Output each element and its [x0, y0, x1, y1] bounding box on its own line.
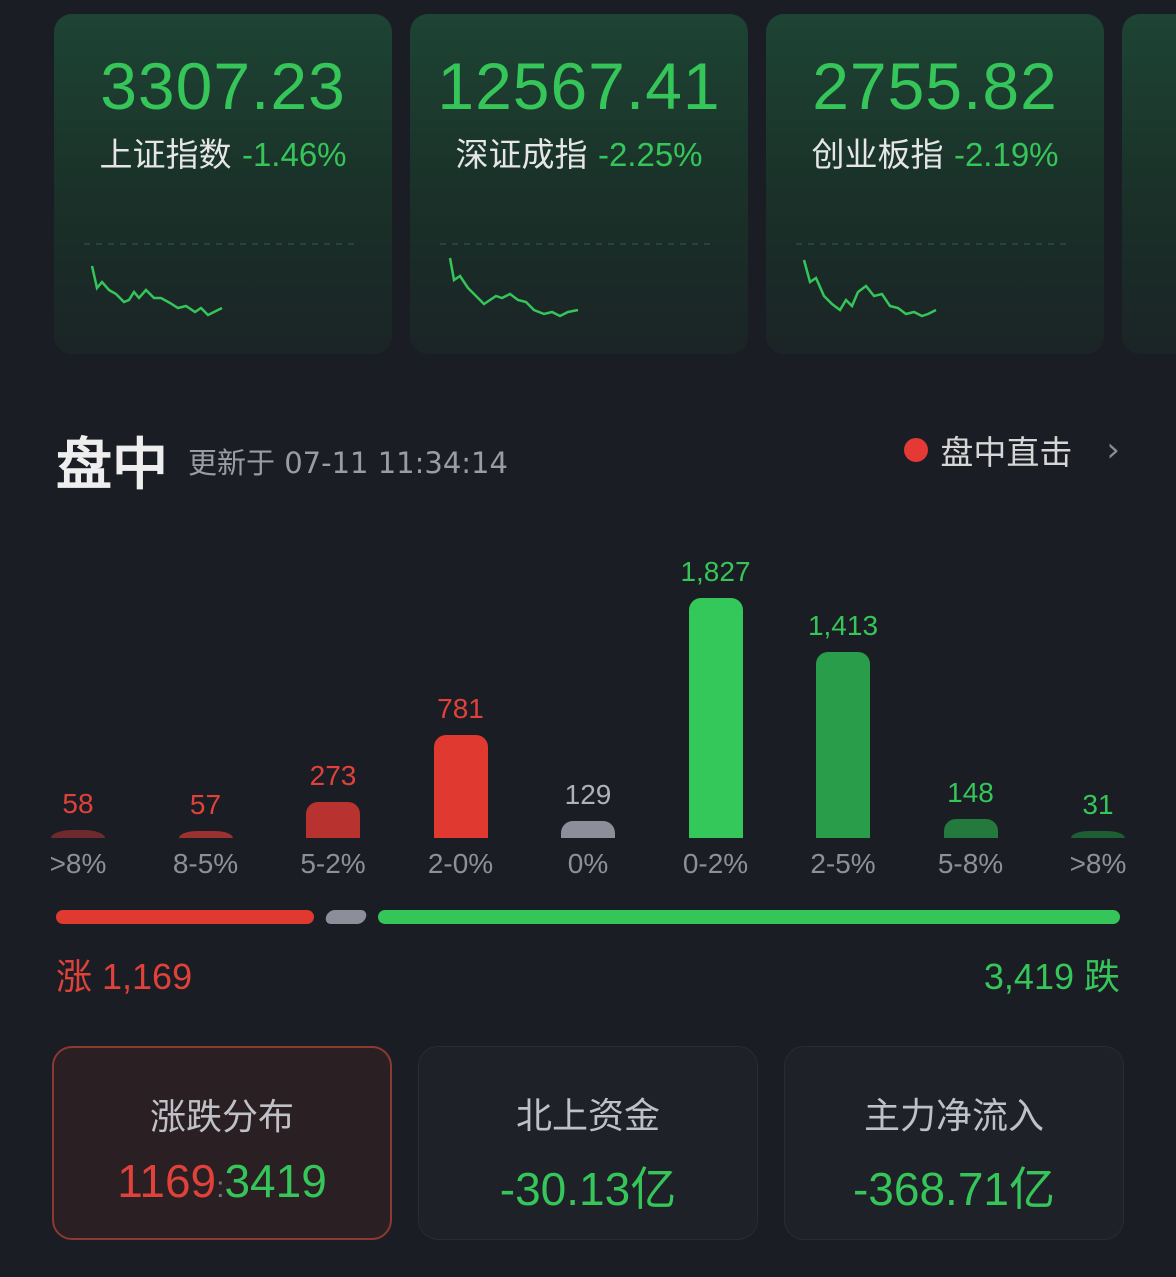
- up-ratio-bar: [56, 910, 314, 924]
- stat-down: 3419: [224, 1155, 327, 1207]
- index-change: -2.19%: [953, 136, 1059, 173]
- stat-title: 主力净流入: [863, 1096, 1044, 1137]
- stat-sep: :: [216, 1171, 225, 1204]
- index-value: 12567.41: [437, 49, 721, 123]
- index-change: -1.46%: [241, 136, 347, 173]
- index-value: 3307.23: [100, 49, 346, 123]
- index-change: -2.25%: [597, 136, 703, 173]
- stat-title: 涨跌分布: [149, 1097, 294, 1138]
- live-link[interactable]: 盘中直击 ›: [904, 426, 1120, 474]
- sparkline: [796, 243, 1066, 318]
- bar: [1071, 831, 1125, 838]
- live-label: 盘中直击: [940, 433, 1073, 472]
- bar: [943, 818, 998, 838]
- bar: [433, 735, 488, 838]
- stat-up-down-distribution[interactable]: 涨跌分布 1169:3419: [52, 1046, 392, 1240]
- bar: [561, 821, 615, 838]
- bar: [306, 802, 360, 838]
- bar-value-label: 31: [1082, 789, 1114, 820]
- flat-ratio-bar: [323, 910, 368, 924]
- index-card-partial[interactable]: [1122, 14, 1176, 354]
- sparkline: [84, 243, 354, 317]
- bar: [688, 598, 743, 838]
- index-name: 上证指数: [99, 135, 232, 174]
- bar-value-label: 1,413: [807, 610, 879, 642]
- index-card-sse[interactable]: 3307.23 上证指数 -1.46%: [54, 14, 392, 354]
- category-label: 2-0%: [427, 848, 494, 879]
- index-card-szse[interactable]: 12567.41 深证成指 -2.25%: [410, 14, 748, 354]
- stat-main-inflow[interactable]: 主力净流入 -368.71亿: [784, 1046, 1124, 1240]
- down-ratio-bar: [377, 910, 1120, 924]
- bar-value-label: 129: [564, 779, 612, 811]
- stat-value: -368.71亿: [852, 1163, 1055, 1215]
- bar-value-label: 273: [309, 760, 357, 792]
- bar: [816, 652, 870, 838]
- stat-northbound[interactable]: 北上资金 -30.13亿: [418, 1046, 758, 1240]
- up-count: 涨 1,169: [56, 956, 193, 997]
- category-label: 8-5%: [172, 848, 239, 879]
- bar-value-label: 58: [62, 788, 94, 820]
- update-time: 更新于 07-11 11:34:14: [188, 446, 508, 480]
- section-title: 盘中: [56, 433, 168, 498]
- bar-value-label: 148: [947, 776, 994, 808]
- live-dot-icon: [904, 438, 929, 462]
- chevron-right-icon: ›: [1106, 430, 1120, 470]
- category-label: >8%: [49, 848, 107, 879]
- sparkline: [440, 243, 710, 318]
- category-label: 0-2%: [682, 848, 749, 879]
- category-label: >8%: [1069, 848, 1127, 879]
- bar-value-label: 1,827: [680, 556, 751, 587]
- bar-value-label: 57: [189, 788, 222, 820]
- category-label: 5-2%: [300, 848, 366, 879]
- index-value: 2755.82: [812, 49, 1058, 123]
- index-card-chinext[interactable]: 2755.82 创业板指 -2.19%: [766, 14, 1104, 354]
- down-count: 3,419 跌: [983, 956, 1120, 997]
- category-label: 2-5%: [810, 848, 876, 879]
- bar: [51, 830, 105, 838]
- bar: [178, 830, 233, 838]
- category-label: 5-8%: [937, 848, 1004, 879]
- stat-title: 北上资金: [515, 1096, 660, 1137]
- bar-value-label: 781: [437, 693, 484, 725]
- category-label: 0%: [567, 848, 609, 879]
- stat-up: 1169: [117, 1155, 217, 1207]
- index-name: 创业板指: [811, 135, 944, 174]
- index-name: 深证成指: [455, 135, 588, 174]
- stat-value: -30.13亿: [499, 1163, 677, 1215]
